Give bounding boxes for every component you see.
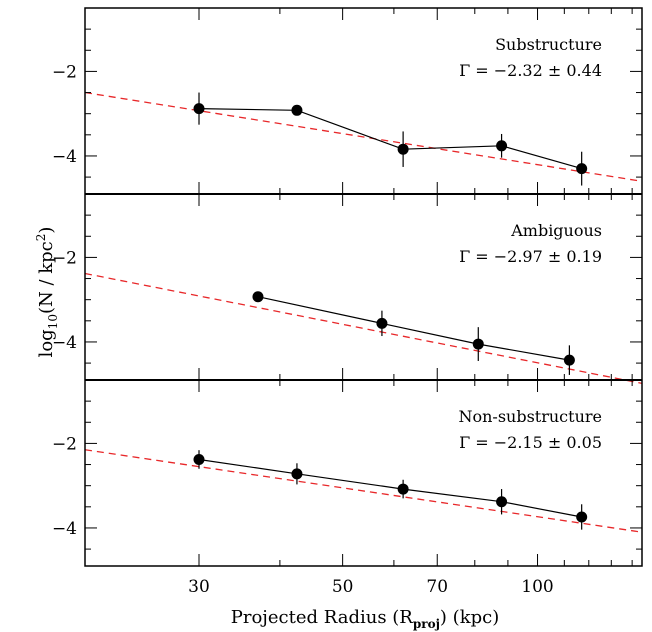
- panel-title: Substructure: [495, 35, 602, 54]
- x-axis-label-part: proj: [413, 617, 440, 631]
- data-line: [198, 458, 582, 518]
- gamma-value: Γ = −2.97 ± 0.19: [459, 247, 602, 266]
- data-line: [198, 108, 582, 170]
- y-axis-label-part: ): [36, 227, 57, 234]
- panels-group: −2 −4 Substructure Γ = −2.32 ± 0.44 −2 −4 Ambi…: [52, 8, 643, 566]
- data-point: [193, 103, 205, 115]
- y-axis-label-part: (N / kpc: [36, 241, 57, 314]
- y-tick-label: −2: [52, 62, 77, 82]
- x-axis-label-part: ) (kpc): [440, 607, 499, 628]
- y-tick-label: −4: [52, 333, 77, 353]
- data-point: [376, 317, 388, 329]
- data-point: [397, 483, 409, 495]
- data-point: [576, 511, 588, 523]
- data-point: [576, 163, 588, 175]
- y-tick-label: −4: [52, 147, 77, 167]
- data-line: [257, 296, 570, 361]
- data-point: [291, 104, 303, 116]
- x-tick-label: 30: [188, 577, 210, 597]
- y-tick-label: −2: [52, 248, 77, 268]
- x-axis-label: Projected Radius (Rproj) (kpc): [231, 607, 499, 631]
- fit-line: [84, 91, 643, 182]
- gamma-value: Γ = −2.15 ± 0.05: [459, 433, 602, 452]
- x-tick-label: 50: [332, 577, 354, 597]
- y-axis-label-part: 2: [34, 234, 48, 242]
- plot-frame: 30 50 70 100: [84, 7, 643, 597]
- panel-1: −2 −4 Substructure Γ = −2.32 ± 0.44: [52, 8, 643, 194]
- fit-line: [84, 272, 643, 385]
- panel-title: Ambiguous: [510, 221, 602, 240]
- data-point: [563, 354, 575, 366]
- y-axis-label-part: 10: [46, 314, 60, 329]
- x-tick-label: 100: [521, 577, 553, 597]
- data-point: [496, 140, 508, 152]
- data-point: [291, 468, 303, 480]
- x-axis-label-part: Projected Radius (R: [231, 607, 414, 628]
- y-tick-label: −4: [52, 519, 77, 539]
- gamma-value: Γ = −2.32 ± 0.44: [459, 61, 602, 80]
- y-tick-label: −2: [52, 434, 77, 454]
- data-point: [496, 496, 508, 508]
- panel-title: Non-substructure: [458, 407, 602, 426]
- data-point: [472, 338, 484, 350]
- data-point: [193, 453, 205, 465]
- x-tick-label: 70: [426, 577, 448, 597]
- y-axis-label-part: log: [36, 329, 57, 357]
- data-point: [397, 143, 409, 155]
- fit-line: [84, 449, 643, 533]
- frame-border: [84, 7, 643, 567]
- data-point: [252, 291, 264, 303]
- panel-3: −2 −4 Non-substructure Γ = −2.15 ± 0.05: [52, 380, 643, 566]
- panel-2: −2 −4 Ambiguous Γ = −2.97 ± 0.19: [52, 194, 643, 385]
- y-axis-label: log10(N / kpc2): [34, 227, 60, 358]
